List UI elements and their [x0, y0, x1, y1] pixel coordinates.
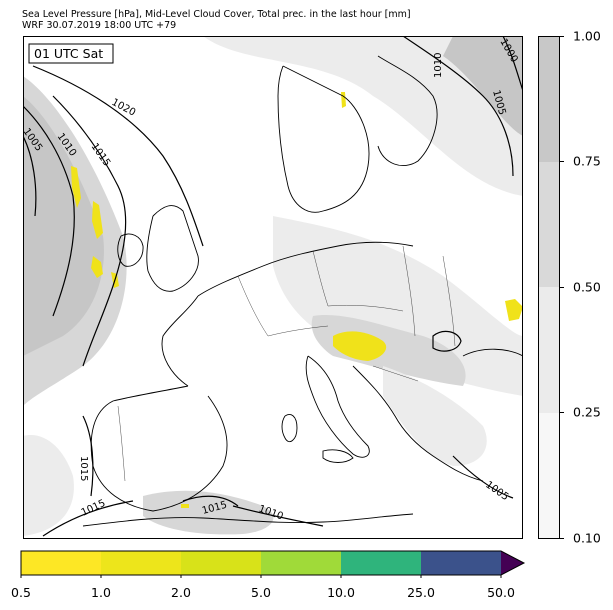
coast-africa — [82, 513, 414, 527]
cloud-cover-layer — [23, 36, 523, 536]
cloud-area-north — [203, 36, 523, 196]
coast-sicily — [322, 449, 354, 463]
cloud-tick — [560, 161, 564, 162]
border-central-1 — [267, 325, 329, 337]
cloud-area-atlantic-core — [23, 96, 104, 356]
isobar-1010-west — [23, 105, 75, 317]
coast-finland — [377, 55, 438, 166]
precip-patch-alps — [333, 331, 387, 361]
map-frame — [23, 36, 523, 539]
precip-patch-atlantic-3 — [91, 256, 103, 278]
precip-colorbar — [20, 550, 526, 578]
isobar-layer — [23, 36, 523, 537]
cloud-tick — [560, 36, 564, 37]
isobar-northeast — [502, 36, 523, 92]
precip-bar-segment — [261, 551, 341, 575]
coast-scandinavia — [277, 65, 370, 213]
precip-tick-label: 1.0 — [91, 585, 111, 600]
precip-bar-segment — [181, 551, 261, 575]
cloud-area-central — [273, 216, 523, 396]
cloud-area-south — [143, 490, 274, 535]
coast-france-west — [161, 295, 199, 387]
precip-tick-label: 25.0 — [407, 585, 435, 600]
precip-bar-segment — [341, 551, 421, 575]
coast-continent-north — [197, 241, 414, 297]
border-france-germany — [237, 275, 269, 337]
border-spain-portugal — [117, 405, 126, 482]
border-balkans — [372, 365, 419, 382]
precip-bar-segment — [101, 551, 181, 575]
chart-title: Sea Level Pressure [hPa], Mid-Level Clou… — [22, 9, 411, 20]
isobar-1010-africa — [232, 505, 324, 527]
time-label-box: 01 UTC Sat — [28, 43, 114, 64]
cloud-bar-frame — [538, 36, 560, 539]
isobar-north — [402, 36, 514, 177]
cloud-tick-label: 1.00 — [573, 28, 601, 44]
border-east-2 — [442, 255, 456, 347]
coast-sardinia — [281, 414, 298, 442]
coast-iberia — [90, 385, 228, 512]
coast-italy — [305, 355, 370, 458]
border-central-2 — [327, 305, 404, 312]
isobar-1005-west — [23, 135, 37, 217]
precip-bar-segment — [21, 551, 101, 575]
precip-bar-extend-arrow — [501, 551, 524, 575]
isobar-1015-south — [42, 500, 134, 537]
cloud-tick-label: 0.75 — [573, 153, 601, 169]
cloud-area-northeast — [443, 36, 523, 136]
weather-map: 1020 1015 1010 1005 1010 1005 1000 1015 … — [23, 36, 523, 539]
isobar-label: 1010 — [433, 53, 444, 78]
precip-patch-south — [181, 504, 189, 508]
precip-tick-label: 50.0 — [487, 585, 515, 600]
cloud-tick-label: 0.50 — [573, 279, 601, 295]
precip-bar-frame — [20, 550, 526, 576]
isobar-1005-southeast — [452, 455, 514, 499]
precip-tick-label: 10.0 — [327, 585, 355, 600]
coast-balkans — [352, 365, 484, 482]
precip-tick-label: 2.0 — [171, 585, 191, 600]
precip-patch-atlantic-2 — [92, 201, 103, 239]
coastline-layer — [82, 55, 523, 527]
border-layer — [117, 245, 456, 482]
precip-patch-atlantic-1 — [71, 166, 81, 208]
isobar-central-low — [432, 330, 462, 352]
precip-patch-east — [505, 299, 523, 321]
cloud-tick — [560, 287, 564, 288]
cloud-bar-segment — [538, 36, 560, 162]
coast-black-sea — [462, 348, 523, 357]
cloud-bar-segment — [538, 413, 560, 539]
time-label: 01 UTC Sat — [34, 46, 103, 61]
isobar-1015-spain — [82, 415, 94, 497]
cloud-tick-label: 0.10 — [573, 530, 601, 546]
precip-tick-label: 5.0 — [251, 585, 271, 600]
cloud-tick-label: 0.25 — [573, 404, 601, 420]
precip-bar-segment — [421, 551, 501, 575]
coast-britain — [146, 205, 199, 292]
chart-subtitle: WRF 30.07.2019 18:00 UTC +79 — [22, 20, 177, 31]
isobar-label: 1015 — [78, 456, 89, 481]
border-germany-poland — [312, 250, 329, 307]
border-east-1 — [402, 245, 416, 337]
isobar-1015-africa — [182, 495, 239, 507]
cloud-tick — [560, 412, 564, 413]
cloud-cover-colorbar — [538, 36, 560, 539]
cloud-area-west-iberia — [23, 435, 74, 536]
cloud-tick — [560, 538, 564, 539]
cloud-bar-segment — [538, 162, 560, 287]
cloud-bar-segment — [538, 287, 560, 413]
precip-tick-label: 0.5 — [11, 585, 31, 600]
cloud-area-balkans — [383, 366, 487, 466]
isobar-1015-west — [52, 95, 127, 367]
coast-ireland — [117, 233, 144, 267]
isobar-1020 — [32, 65, 204, 247]
